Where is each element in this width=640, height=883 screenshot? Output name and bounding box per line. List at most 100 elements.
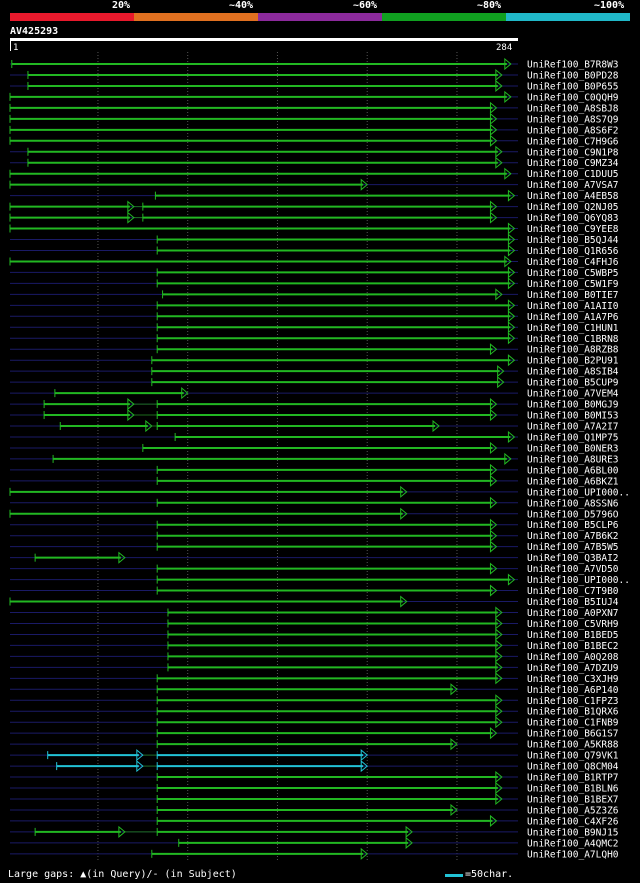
hit-row[interactable]: UniRef100_Q79VK1 (10, 749, 619, 762)
hit-name[interactable]: UniRef100_D5796O (527, 509, 619, 520)
hit-row[interactable]: UniRef100_A0Q208 (10, 650, 619, 663)
hit-name[interactable]: UniRef100_B0TIE7 (527, 290, 619, 301)
hit-row[interactable]: UniRef100_A7A2I7 (10, 419, 619, 433)
hit-row[interactable]: UniRef100_B1QRX6 (10, 705, 619, 718)
hit-row[interactable]: UniRef100_B5CLP6 (10, 518, 619, 532)
hit-name[interactable]: UniRef100_B1BEX7 (527, 794, 619, 805)
hit-row[interactable]: UniRef100_Q6YQ83 (9, 211, 619, 225)
hit-name[interactable]: UniRef100_B1QRX6 (527, 707, 619, 718)
hit-name[interactable]: UniRef100_A7VD50 (527, 564, 619, 575)
hit-row[interactable]: UniRef100_Q8CM04 (10, 760, 619, 773)
hit-name[interactable]: UniRef100_Q1R656 (527, 246, 619, 257)
hit-name[interactable]: UniRef100_C5WBP5 (527, 268, 619, 279)
hit-name[interactable]: UniRef100_C5VRH9 (527, 619, 619, 630)
hit-name[interactable]: UniRef100_A4EB58 (527, 191, 619, 202)
hit-name[interactable]: UniRef100_C3XJH9 (527, 674, 619, 685)
hit-name[interactable]: UniRef100_B5CLP6 (527, 520, 619, 531)
hit-name[interactable]: UniRef100_Q8CM04 (527, 762, 619, 773)
hit-name[interactable]: UniRef100_C9MZ34 (527, 158, 619, 169)
hit-row[interactable]: UniRef100_B0MI53 (10, 408, 619, 422)
hit-name[interactable]: UniRef100_B0PD28 (527, 70, 619, 81)
hit-name[interactable]: UniRef100_C4XF26 (527, 816, 619, 827)
hit-name[interactable]: UniRef100_B1BED5 (527, 630, 619, 641)
hit-row[interactable]: UniRef100_C1FNB9 (10, 716, 619, 729)
hit-name[interactable]: UniRef100_C1HUN1 (527, 323, 619, 334)
hit-name[interactable]: UniRef100_B1BLN6 (527, 784, 619, 795)
hit-name[interactable]: UniRef100_B0NER3 (527, 443, 619, 454)
hit-row[interactable]: UniRef100_Q3BAI2 (10, 551, 619, 565)
hit-name[interactable]: UniRef100_C1FPZ3 (527, 696, 619, 707)
hit-row[interactable]: UniRef100_A7B5W5 (10, 540, 619, 554)
hit-row[interactable]: UniRef100_C1FPZ3 (10, 694, 619, 707)
hit-row[interactable]: UniRef100_A1AII0 (10, 299, 619, 312)
hit-row[interactable]: UniRef100_B5CUP9 (10, 376, 619, 389)
hit-row[interactable]: UniRef100_A7VEM4 (10, 387, 619, 400)
hit-name[interactable]: UniRef100_A6BKZ1 (527, 476, 619, 487)
hit-name[interactable]: UniRef100_B2PU91 (527, 356, 619, 367)
hit-name[interactable]: UniRef100_Q6YQ83 (527, 213, 619, 224)
hit-row[interactable]: UniRef100_C5VRH9 (10, 617, 619, 630)
hit-name[interactable]: UniRef100_A7DZU9 (527, 663, 619, 674)
hit-name[interactable]: UniRef100_Q1MP75 (527, 432, 619, 443)
hit-row[interactable]: UniRef100_C1DUU5 (9, 167, 619, 181)
hit-name[interactable]: UniRef100_A7B5W5 (527, 542, 619, 553)
hit-row[interactable]: UniRef100_A8RZB8 (10, 343, 619, 356)
hit-row[interactable]: UniRef100_B0MGJ9 (10, 398, 619, 411)
hit-row[interactable]: UniRef100_B9NJ15 (10, 825, 619, 839)
hit-name[interactable]: UniRef100_A8SSN6 (527, 498, 619, 509)
hit-row[interactable]: UniRef100_C5W1F9 (10, 277, 619, 290)
hit-name[interactable]: UniRef100_B0P655 (527, 81, 619, 92)
hit-name[interactable]: UniRef100_A8RZB8 (527, 345, 619, 356)
hit-name[interactable]: UniRef100_C7H9G6 (527, 136, 619, 147)
hit-row[interactable]: UniRef100_B1BLN6 (10, 781, 619, 795)
hit-row[interactable]: UniRef100_C9N1P8 (10, 145, 619, 159)
hit-name[interactable]: UniRef100_C5W1F9 (527, 279, 619, 290)
hit-name[interactable]: UniRef100_A0Q208 (527, 652, 619, 663)
hit-name[interactable]: UniRef100_A7VSA7 (527, 180, 619, 191)
hit-row[interactable]: UniRef100_UPI000.. (10, 573, 630, 587)
hit-row[interactable]: UniRef100_UPI000.. (9, 485, 630, 499)
hit-row[interactable]: UniRef100_C3XJH9 (10, 672, 619, 685)
hit-name[interactable]: UniRef100_B0MGJ9 (527, 400, 619, 411)
hit-row[interactable]: UniRef100_B2PU91 (10, 354, 619, 367)
hit-row[interactable]: UniRef100_A8URE3 (10, 452, 619, 466)
hit-row[interactable]: UniRef100_C1BRN8 (10, 332, 619, 345)
hit-row[interactable]: UniRef100_A7B6K2 (10, 529, 619, 543)
hit-name[interactable]: UniRef100_A6P140 (527, 685, 619, 696)
hit-row[interactable]: UniRef100_C9YEE8 (9, 222, 619, 236)
hit-row[interactable]: UniRef100_Q2NJ05 (9, 200, 619, 214)
hit-row[interactable]: UniRef100_A0PXN7 (10, 606, 619, 620)
hit-name[interactable]: UniRef100_Q3BAI2 (527, 553, 619, 564)
hit-name[interactable]: UniRef100_C9YEE8 (527, 224, 619, 235)
hit-name[interactable]: UniRef100_A8SBJ8 (527, 103, 619, 114)
hit-name[interactable]: UniRef100_B5CUP9 (527, 378, 619, 389)
hit-row[interactable]: UniRef100_A7LQH0 (10, 847, 619, 861)
hit-row[interactable]: UniRef100_A8SBJ8 (9, 101, 619, 115)
hit-row[interactable]: UniRef100_Q1MP75 (10, 430, 619, 444)
hit-name[interactable]: UniRef100_UPI000.. (527, 575, 630, 586)
hit-row[interactable]: UniRef100_C1HUN1 (10, 321, 619, 334)
hit-row[interactable]: UniRef100_C7T9B0 (10, 584, 619, 598)
hit-name[interactable]: UniRef100_A8URE3 (527, 454, 619, 465)
hit-row[interactable]: UniRef100_A6BL00 (10, 463, 619, 477)
hit-name[interactable]: UniRef100_A7LQH0 (527, 849, 619, 860)
hit-row[interactable]: UniRef100_A6BKZ1 (10, 474, 619, 488)
hit-row[interactable]: UniRef100_B0P655 (10, 79, 619, 93)
hit-row[interactable]: UniRef100_B0NER3 (10, 441, 619, 455)
hit-name[interactable]: UniRef100_C7T9B0 (527, 586, 619, 597)
hit-name[interactable]: UniRef100_A8S7Q9 (527, 114, 619, 125)
hit-row[interactable]: UniRef100_C9MZ34 (10, 156, 619, 170)
hit-name[interactable]: UniRef100_B1BEC2 (527, 641, 619, 652)
hit-row[interactable]: UniRef100_C5WBP5 (10, 266, 619, 279)
hit-name[interactable]: UniRef100_C0QQH9 (527, 92, 619, 103)
hit-row[interactable]: UniRef100_C0QQH9 (9, 90, 619, 104)
hit-name[interactable]: UniRef100_A8S6F2 (527, 125, 619, 136)
hit-name[interactable]: UniRef100_A8SIB4 (527, 367, 619, 378)
hit-row[interactable]: UniRef100_B1BEX7 (10, 792, 619, 806)
hit-row[interactable]: UniRef100_A7VD50 (10, 562, 619, 576)
hit-name[interactable]: UniRef100_A5Z3Z6 (527, 805, 619, 816)
hit-name[interactable]: UniRef100_A5KR88 (527, 740, 619, 751)
hit-row[interactable]: UniRef100_C4XF26 (10, 814, 619, 828)
hit-row[interactable]: UniRef100_B7R8W3 (10, 57, 619, 71)
hit-row[interactable]: UniRef100_B5QJ44 (10, 233, 619, 247)
